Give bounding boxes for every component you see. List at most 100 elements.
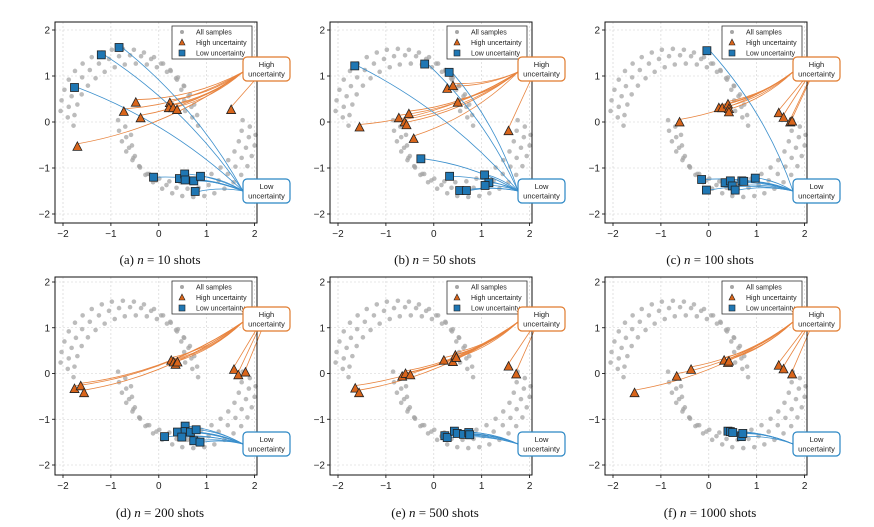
sample-point	[69, 93, 74, 99]
sample-point	[731, 335, 737, 340]
legend-label: High uncertainty	[471, 40, 522, 47]
high-uncertainty-marker	[172, 356, 183, 367]
sample-point	[341, 77, 347, 82]
sample-point	[477, 444, 482, 450]
sample-point	[66, 356, 72, 361]
high-uncertainty-label: uncertainty	[248, 70, 285, 79]
high-uncertainty-arrow	[233, 330, 256, 368]
sample-point	[347, 320, 353, 326]
sample-point	[434, 186, 440, 191]
low-uncertainty-marker	[461, 186, 471, 195]
sample-point	[704, 64, 710, 70]
legend-samples-icon	[180, 30, 184, 34]
sample-point	[72, 320, 78, 326]
sample-point	[243, 145, 249, 151]
sample-point	[513, 423, 519, 429]
x-tick-label: −2	[57, 481, 69, 492]
high-uncertainty-marker	[773, 359, 784, 370]
sample-point	[789, 379, 794, 385]
sample-point	[72, 364, 77, 369]
sample-point	[487, 442, 492, 447]
sample-point	[434, 437, 440, 443]
x-tick-label: −1	[105, 229, 117, 240]
sample-point	[706, 176, 712, 181]
sample-point	[795, 163, 800, 169]
y-tick-label: −1	[39, 415, 51, 426]
sample-point	[718, 68, 724, 74]
sample-point	[732, 360, 738, 365]
sample-point	[144, 314, 150, 319]
sample-point	[615, 366, 621, 372]
low-uncertainty-arrow	[487, 174, 519, 192]
y-tick-label: −1	[589, 415, 601, 426]
y-tick-label: 0	[319, 118, 325, 129]
sample-point	[79, 92, 84, 97]
sample-point	[355, 313, 360, 318]
low-uncertainty-marker	[728, 428, 738, 437]
sample-point	[729, 339, 734, 344]
sample-point	[775, 171, 781, 177]
sample-point	[609, 98, 614, 103]
x-tick-label: −2	[607, 481, 619, 492]
sample-point	[796, 386, 802, 391]
sample-point	[233, 415, 238, 421]
sample-point	[247, 375, 253, 381]
sample-point	[670, 46, 676, 52]
sample-point	[168, 68, 174, 74]
sample-point	[374, 50, 380, 55]
sample-point	[232, 149, 237, 154]
high-uncertainty-arrow	[359, 321, 519, 391]
subplot-caption: (a) n = 10 shots	[60, 252, 260, 268]
sample-point	[413, 305, 419, 311]
caption-caption-value: = 50 shots	[422, 252, 476, 267]
sample-point	[680, 157, 685, 163]
sample-point	[141, 50, 147, 55]
sample-point	[622, 364, 627, 369]
sample-point	[766, 429, 771, 434]
high-uncertainty-arrow	[355, 321, 519, 386]
sample-point	[169, 191, 175, 196]
high-uncertainty-arrow	[508, 330, 531, 364]
sample-point	[687, 416, 693, 422]
legend-square-icon	[453, 304, 461, 312]
sample-point	[665, 117, 671, 123]
sample-point	[524, 153, 530, 159]
legend-label: High uncertainty	[471, 295, 522, 302]
sample-point	[421, 171, 427, 177]
sample-point	[781, 179, 786, 185]
y-tick-label: 0	[594, 118, 600, 129]
sample-point	[514, 406, 519, 412]
sample-point	[346, 123, 351, 128]
sample-point	[464, 179, 469, 184]
sample-point	[66, 77, 72, 82]
sample-point	[786, 139, 792, 144]
sample-point	[454, 444, 460, 450]
sample-point	[405, 409, 410, 414]
sample-point	[740, 194, 746, 200]
low-uncertainty-label: uncertainty	[798, 445, 835, 454]
sample-point	[360, 83, 366, 88]
sample-point	[116, 305, 122, 311]
low-uncertainty-arrow	[746, 180, 794, 192]
sample-point	[333, 360, 338, 365]
sample-point	[444, 442, 450, 447]
sample-point	[164, 182, 169, 188]
low-uncertainty-arrow	[77, 87, 244, 192]
sample-point	[154, 316, 160, 322]
sample-point	[799, 153, 805, 159]
sample-point	[466, 102, 472, 107]
subplot-caption: (c) n = 100 shots	[610, 252, 810, 268]
sample-point	[394, 139, 400, 144]
sample-point	[185, 437, 190, 443]
sample-point	[731, 83, 737, 88]
caption-caption-var: n	[412, 252, 420, 267]
y-tick-label: 2	[594, 26, 600, 37]
sample-point	[731, 349, 737, 355]
high-uncertainty-arrow	[508, 80, 531, 129]
high-uncertainty-label: uncertainty	[798, 320, 835, 329]
sample-point	[174, 329, 180, 334]
sample-point	[347, 364, 352, 369]
subplot-a: −2 −1 0 1 2 −2 −1 0 1 2 All samples High uncertaint…	[0, 0, 300, 270]
sample-point	[58, 108, 63, 114]
sample-point	[435, 313, 441, 318]
